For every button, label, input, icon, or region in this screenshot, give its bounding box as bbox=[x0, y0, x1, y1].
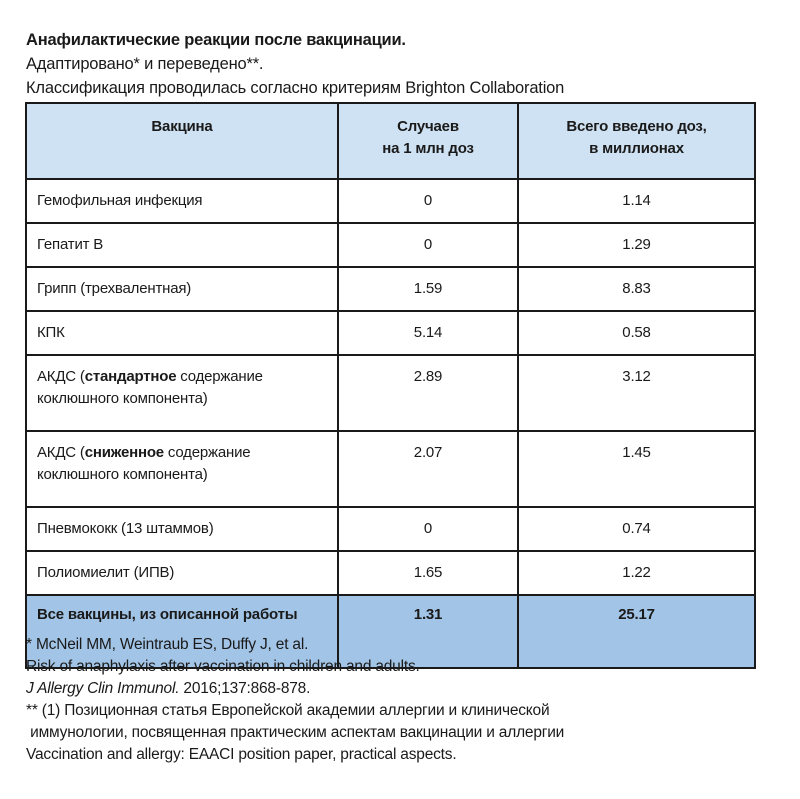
doses-cell: 3.12 bbox=[517, 354, 756, 432]
vaccine-text: АКДС ( bbox=[37, 444, 85, 461]
cases-cell: 2.89 bbox=[337, 354, 519, 432]
table-row: КПК 5.14 0.58 bbox=[25, 310, 756, 356]
footnotes: * McNeil MM, Weintraub ES, Duffy J, et a… bbox=[26, 634, 564, 766]
header-line: Всего введено доз, bbox=[566, 118, 707, 135]
total-cases-cell: 1.31 bbox=[337, 594, 519, 669]
table-row: Гепатит В 0 1.29 bbox=[25, 222, 756, 268]
cases-cell: 0 bbox=[337, 222, 519, 268]
cases-cell: 0 bbox=[337, 178, 519, 224]
footnote-2-line1: ** (1) Позиционная статья Европейской ак… bbox=[26, 702, 550, 719]
footnote-1-authors: * McNeil MM, Weintraub ES, Duffy J, et a… bbox=[26, 636, 309, 653]
total-doses-cell: 25.17 bbox=[517, 594, 756, 669]
column-header-doses: Всего введено доз, в миллионах bbox=[517, 102, 756, 180]
vaccine-cell: АКДС (стандартное содержание коклюшного … bbox=[25, 354, 339, 432]
column-header-vaccine: Вакцина bbox=[25, 102, 339, 180]
vaccine-cell: АКДС (сниженное содержание коклюшного ко… bbox=[25, 430, 339, 508]
header-line: на 1 млн доз bbox=[382, 140, 474, 157]
doses-cell: 1.22 bbox=[517, 550, 756, 596]
subtitle-adapted: Адаптировано* и переведено**. bbox=[26, 55, 264, 73]
journal-name: J Allergy Clin Immunol. bbox=[26, 680, 180, 697]
table-row: Пневмококк (13 штаммов) 0 0.74 bbox=[25, 506, 756, 552]
vaccine-cell: Пневмококк (13 штаммов) bbox=[25, 506, 339, 552]
vaccine-cell: Гемофильная инфекция bbox=[25, 178, 339, 224]
cases-cell: 2.07 bbox=[337, 430, 519, 508]
doses-cell: 8.83 bbox=[517, 266, 756, 312]
journal-ref: 2016;137:868-878. bbox=[179, 680, 311, 697]
doses-cell: 1.45 bbox=[517, 430, 756, 508]
vaccine-text: содержание коклюшного компонента) bbox=[37, 444, 251, 483]
document-title: Анафилактические реакции после вакцинаци… bbox=[26, 31, 406, 49]
footnote-1-citation: J Allergy Clin Immunol. 2016;137:868-878… bbox=[26, 678, 564, 700]
column-header-cases: Случаев на 1 млн доз bbox=[337, 102, 519, 180]
cases-cell: 1.65 bbox=[337, 550, 519, 596]
footnote-1-title: Risk of anaphylaxis after vaccination in… bbox=[26, 658, 420, 675]
footnote-2-line3: Vaccination and allergy: EAACI position … bbox=[26, 746, 457, 763]
document-header: Анафилактические реакции после вакцинаци… bbox=[26, 28, 564, 100]
vaccine-emphasis: сниженное bbox=[84, 444, 164, 461]
subtitle-classification: Классификация проводилась согласно крите… bbox=[26, 79, 565, 97]
vaccine-text: АКДС ( bbox=[37, 368, 85, 385]
table-row: АКДС (сниженное содержание коклюшного ко… bbox=[25, 430, 756, 508]
vaccine-cell: КПК bbox=[25, 310, 339, 356]
vaccine-cell: Полиомиелит (ИПВ) bbox=[25, 550, 339, 596]
total-label-cell: Все вакцины, из описанной работы bbox=[25, 594, 339, 669]
vaccine-emphasis: стандартное bbox=[84, 368, 177, 385]
table-total-row: Все вакцины, из описанной работы 1.31 25.1… bbox=[25, 594, 756, 669]
doses-cell: 1.14 bbox=[517, 178, 756, 224]
doses-cell: 0.74 bbox=[517, 506, 756, 552]
vaccine-cell: Гепатит В bbox=[25, 222, 339, 268]
cases-cell: 5.14 bbox=[337, 310, 519, 356]
table-row: Гемофильная инфекция 0 1.14 bbox=[25, 178, 756, 224]
table-header-row: Вакцина Случаев на 1 млн доз Всего введен… bbox=[25, 102, 756, 180]
cases-cell: 1.59 bbox=[337, 266, 519, 312]
doses-cell: 1.29 bbox=[517, 222, 756, 268]
table-row: Грипп (трехвалентная) 1.59 8.83 bbox=[25, 266, 756, 312]
header-line: в миллионах bbox=[589, 140, 684, 157]
footnote-2-line2: иммунологии, посвященная практическим ас… bbox=[26, 724, 565, 741]
vaccine-text: содержание коклюшного компонента) bbox=[37, 368, 263, 407]
cases-cell: 0 bbox=[337, 506, 519, 552]
vaccine-cell: Грипп (трехвалентная) bbox=[25, 266, 339, 312]
table-row: Полиомиелит (ИПВ) 1.65 1.22 bbox=[25, 550, 756, 596]
doses-cell: 0.58 bbox=[517, 310, 756, 356]
header-line: Случаев bbox=[397, 118, 459, 135]
table-row: АКДС (стандартное содержание коклюшного … bbox=[25, 354, 756, 432]
anaphylaxis-table: Вакцина Случаев на 1 млн доз Всего введен… bbox=[25, 102, 756, 669]
